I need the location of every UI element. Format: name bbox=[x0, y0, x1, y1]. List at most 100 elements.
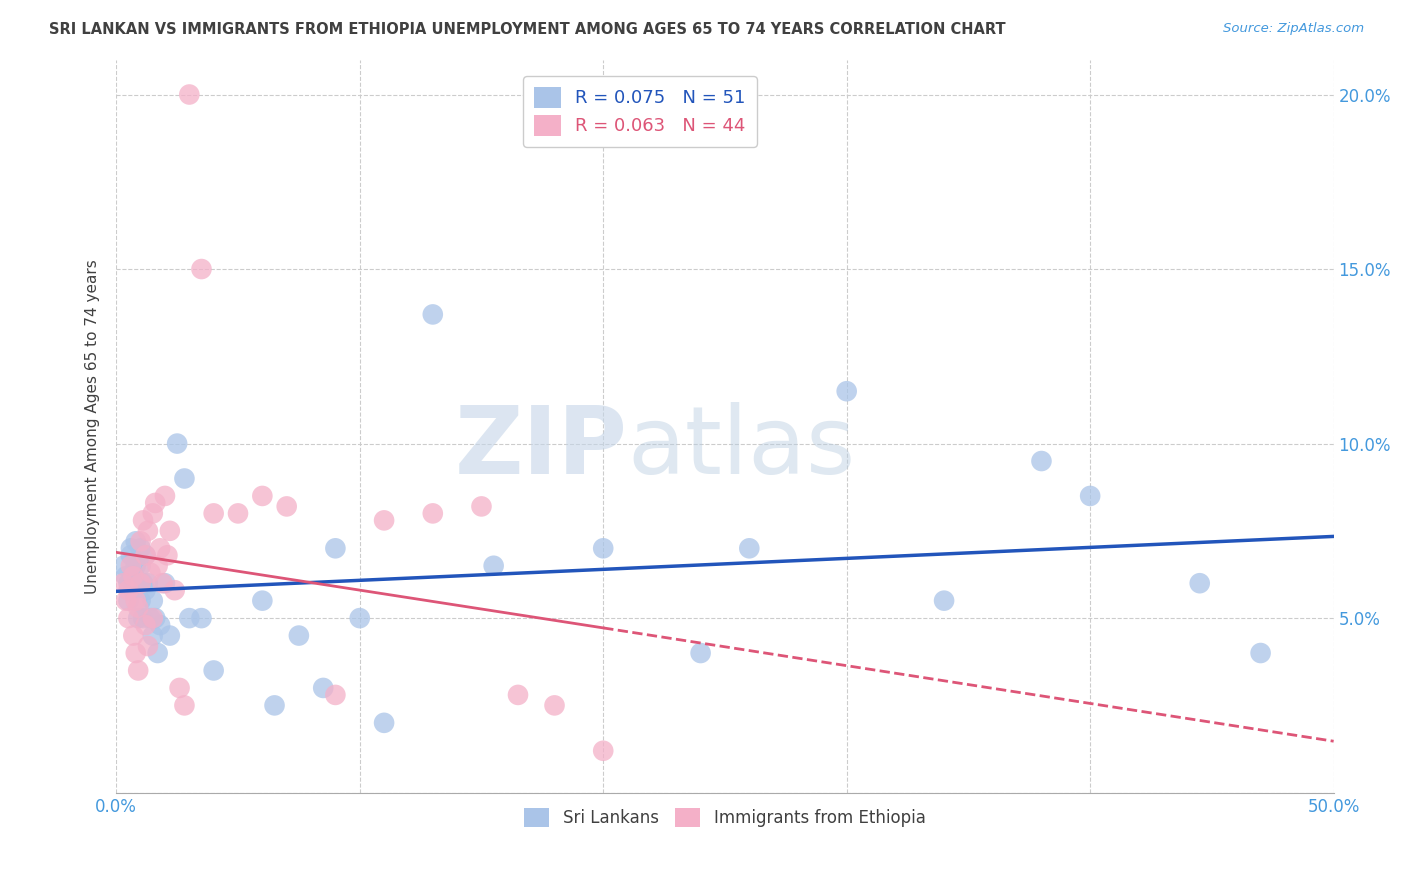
Point bbox=[179, 87, 201, 102]
Point bbox=[482, 558, 505, 573]
Point bbox=[835, 384, 858, 399]
Point bbox=[136, 524, 159, 538]
Point bbox=[738, 541, 761, 556]
Point bbox=[117, 593, 139, 607]
Point bbox=[202, 664, 225, 678]
Point bbox=[125, 558, 148, 573]
Point bbox=[312, 681, 335, 695]
Point bbox=[252, 593, 274, 607]
Point bbox=[129, 558, 152, 573]
Point bbox=[276, 500, 298, 514]
Point bbox=[146, 558, 169, 573]
Point bbox=[129, 576, 152, 591]
Point bbox=[120, 558, 142, 573]
Point bbox=[202, 507, 225, 521]
Point bbox=[932, 593, 955, 607]
Point bbox=[136, 576, 159, 591]
Point bbox=[156, 549, 179, 563]
Point bbox=[122, 629, 145, 643]
Point bbox=[592, 744, 614, 758]
Point bbox=[120, 541, 142, 556]
Text: ZIP: ZIP bbox=[454, 402, 627, 494]
Point bbox=[422, 307, 444, 321]
Point bbox=[153, 489, 176, 503]
Point bbox=[1250, 646, 1272, 660]
Point bbox=[592, 541, 614, 556]
Point bbox=[422, 507, 444, 521]
Point bbox=[325, 688, 347, 702]
Point bbox=[129, 541, 152, 556]
Point bbox=[190, 262, 212, 277]
Point bbox=[125, 534, 148, 549]
Point bbox=[127, 664, 149, 678]
Point bbox=[252, 489, 274, 503]
Point bbox=[125, 593, 148, 607]
Point bbox=[112, 576, 135, 591]
Point bbox=[349, 611, 371, 625]
Point bbox=[122, 583, 145, 598]
Point bbox=[132, 513, 155, 527]
Point bbox=[132, 611, 155, 625]
Point bbox=[122, 566, 145, 580]
Point bbox=[127, 600, 149, 615]
Point bbox=[159, 629, 181, 643]
Point bbox=[112, 558, 135, 573]
Point bbox=[122, 569, 145, 583]
Point bbox=[169, 681, 191, 695]
Point bbox=[129, 593, 152, 607]
Text: atlas: atlas bbox=[627, 402, 856, 494]
Point bbox=[153, 576, 176, 591]
Point bbox=[1078, 489, 1101, 503]
Point bbox=[163, 583, 186, 598]
Point bbox=[173, 698, 195, 713]
Point bbox=[149, 618, 172, 632]
Point bbox=[129, 534, 152, 549]
Point bbox=[1188, 576, 1211, 591]
Point bbox=[142, 611, 165, 625]
Point bbox=[120, 549, 142, 563]
Point bbox=[173, 471, 195, 485]
Point bbox=[142, 629, 165, 643]
Text: Source: ZipAtlas.com: Source: ZipAtlas.com bbox=[1223, 22, 1364, 36]
Point bbox=[179, 611, 201, 625]
Point bbox=[152, 576, 174, 591]
Point bbox=[166, 436, 188, 450]
Point bbox=[134, 549, 156, 563]
Point bbox=[325, 541, 347, 556]
Point bbox=[373, 513, 395, 527]
Point bbox=[159, 524, 181, 538]
Point bbox=[143, 496, 166, 510]
Point bbox=[115, 593, 138, 607]
Point bbox=[149, 541, 172, 556]
Point bbox=[146, 646, 169, 660]
Point bbox=[134, 549, 156, 563]
Point bbox=[136, 639, 159, 653]
Point bbox=[543, 698, 565, 713]
Point bbox=[142, 507, 165, 521]
Point bbox=[125, 646, 148, 660]
Point bbox=[117, 576, 139, 591]
Point bbox=[127, 576, 149, 591]
Point bbox=[470, 500, 492, 514]
Point bbox=[689, 646, 711, 660]
Point bbox=[506, 688, 529, 702]
Point bbox=[142, 593, 165, 607]
Point bbox=[134, 583, 156, 598]
Point bbox=[288, 629, 311, 643]
Text: SRI LANKAN VS IMMIGRANTS FROM ETHIOPIA UNEMPLOYMENT AMONG AGES 65 TO 74 YEARS CO: SRI LANKAN VS IMMIGRANTS FROM ETHIOPIA U… bbox=[49, 22, 1005, 37]
Legend: Sri Lankans, Immigrants from Ethiopia: Sri Lankans, Immigrants from Ethiopia bbox=[516, 800, 934, 836]
Point bbox=[127, 611, 149, 625]
Y-axis label: Unemployment Among Ages 65 to 74 years: Unemployment Among Ages 65 to 74 years bbox=[86, 259, 100, 593]
Point bbox=[115, 569, 138, 583]
Point bbox=[143, 611, 166, 625]
Point bbox=[117, 611, 139, 625]
Point bbox=[132, 576, 155, 591]
Point bbox=[139, 566, 162, 580]
Point bbox=[134, 618, 156, 632]
Point bbox=[226, 507, 249, 521]
Point bbox=[263, 698, 285, 713]
Point bbox=[139, 611, 162, 625]
Point bbox=[117, 583, 139, 598]
Point bbox=[373, 715, 395, 730]
Point bbox=[190, 611, 212, 625]
